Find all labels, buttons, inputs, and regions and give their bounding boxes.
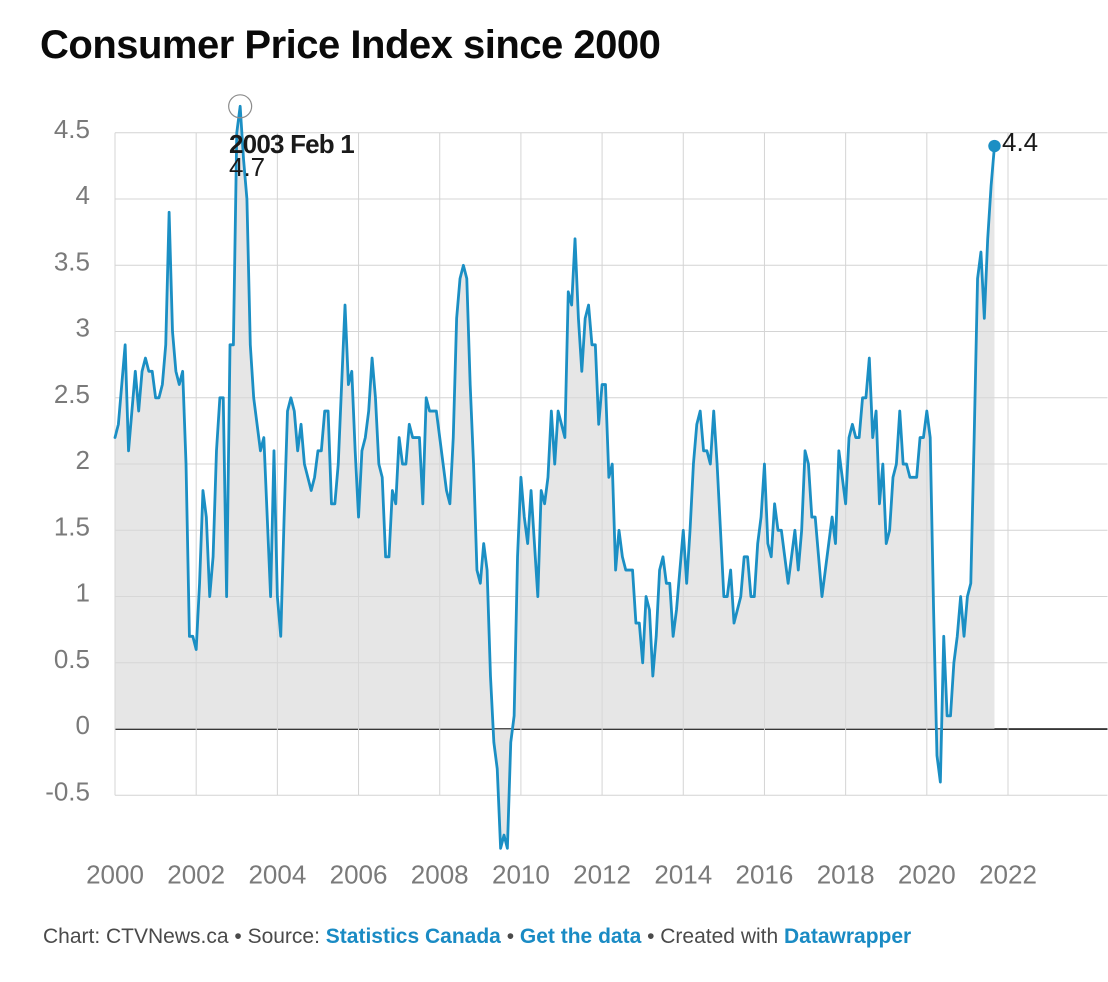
svg-text:0: 0	[76, 710, 90, 740]
svg-text:2022: 2022	[979, 859, 1037, 889]
svg-text:2010: 2010	[492, 859, 550, 889]
svg-text:2008: 2008	[411, 859, 469, 889]
svg-text:4.5: 4.5	[54, 114, 90, 144]
svg-text:1.5: 1.5	[54, 511, 90, 541]
svg-text:1: 1	[76, 578, 90, 608]
svg-text:2002: 2002	[167, 859, 225, 889]
svg-text:4.7: 4.7	[229, 152, 265, 182]
svg-text:2006: 2006	[330, 859, 388, 889]
svg-text:0.5: 0.5	[54, 644, 90, 674]
svg-text:2012: 2012	[573, 859, 631, 889]
svg-text:2004: 2004	[248, 859, 306, 889]
svg-text:4.4: 4.4	[1002, 127, 1038, 157]
svg-text:4: 4	[76, 180, 90, 210]
svg-text:3.5: 3.5	[54, 246, 90, 276]
svg-text:2: 2	[76, 445, 90, 475]
svg-text:2016: 2016	[736, 859, 794, 889]
svg-text:2018: 2018	[817, 859, 875, 889]
svg-text:2.5: 2.5	[54, 379, 90, 409]
svg-text:-0.5: -0.5	[45, 776, 90, 806]
svg-text:2020: 2020	[898, 859, 956, 889]
svg-text:3: 3	[76, 313, 90, 343]
svg-text:2014: 2014	[654, 859, 712, 889]
svg-text:2000: 2000	[86, 859, 144, 889]
